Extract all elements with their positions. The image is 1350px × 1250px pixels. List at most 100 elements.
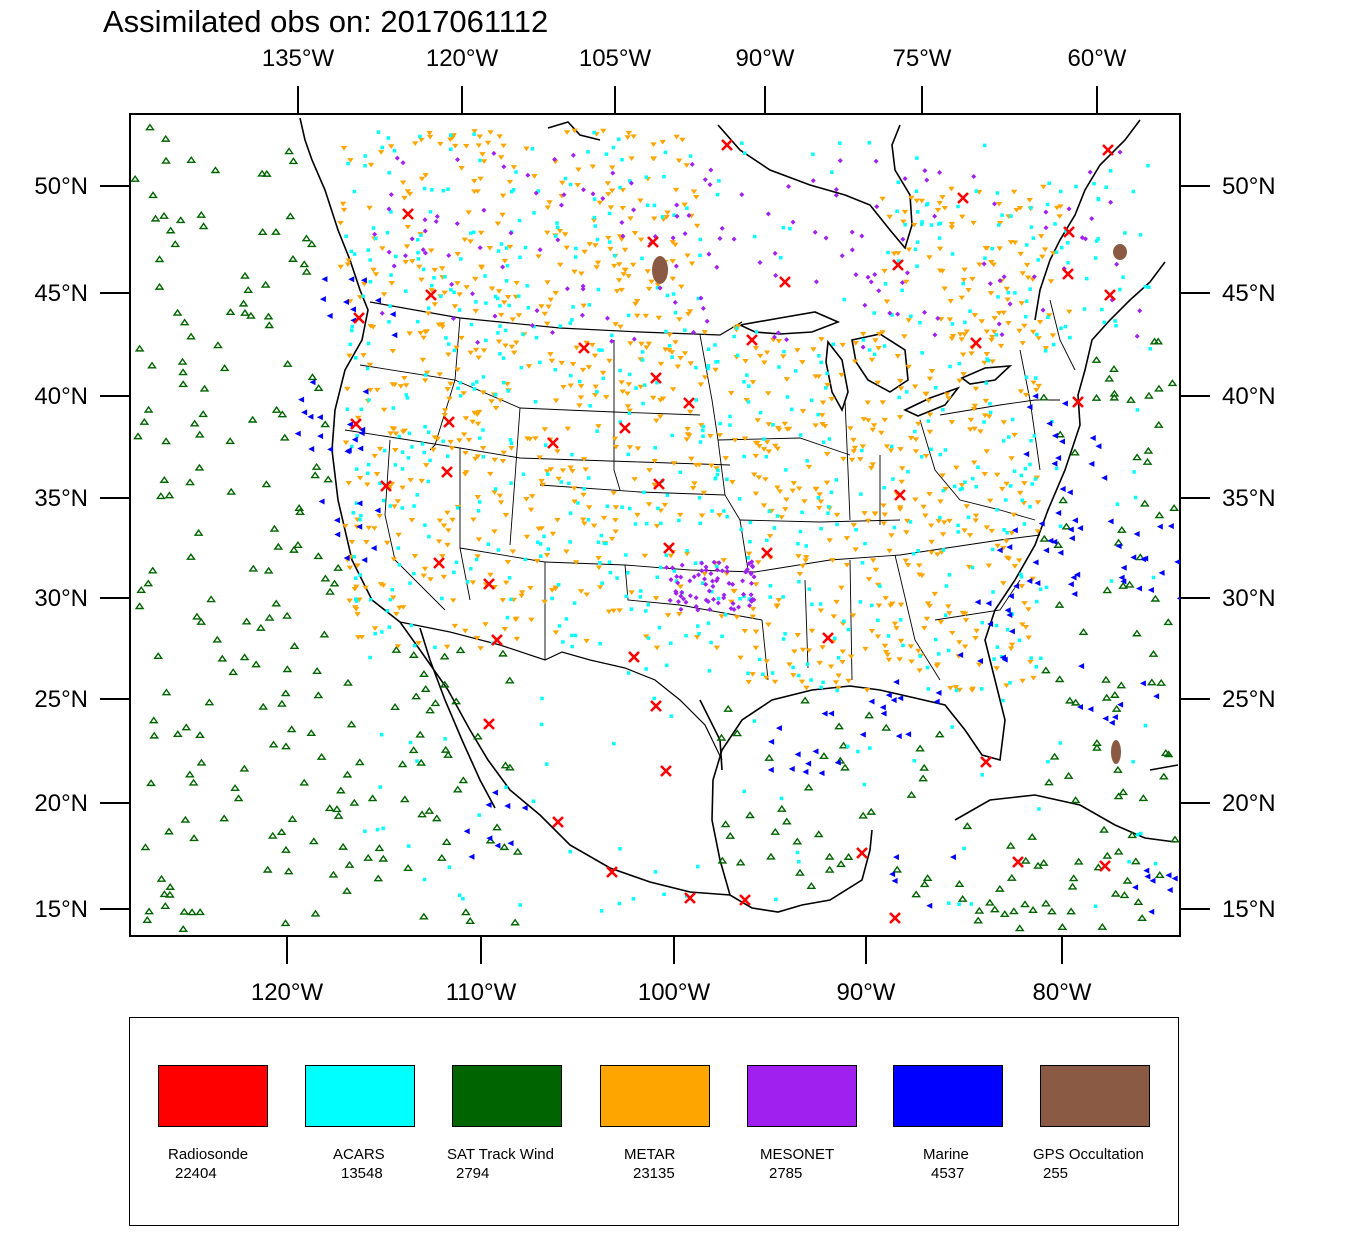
- metar-marker: [780, 354, 787, 359]
- left-lat-label: 25°N: [34, 686, 88, 713]
- metar-marker: [408, 517, 416, 523]
- sat-track-wind-marker: [906, 790, 917, 798]
- radiosonde-marker: [578, 342, 590, 354]
- acars-marker: [400, 450, 405, 454]
- sat-track-wind-marker: [510, 918, 520, 926]
- acars-marker: [1047, 181, 1051, 186]
- metar-marker: [683, 163, 690, 168]
- mesonet-marker: [740, 578, 746, 584]
- marine-marker: [805, 760, 812, 767]
- mesonet-marker: [590, 191, 596, 197]
- acars-marker: [1147, 285, 1151, 289]
- acars-marker: [432, 276, 436, 280]
- metar-marker: [645, 286, 653, 292]
- metar-marker: [763, 659, 770, 664]
- acars-marker: [655, 575, 660, 580]
- acars-marker: [449, 147, 453, 152]
- sat-track-wind-marker: [1153, 420, 1164, 428]
- metar-marker: [346, 353, 353, 359]
- acars-marker: [698, 521, 703, 526]
- marine-marker: [1102, 715, 1109, 722]
- acars-marker: [530, 147, 535, 151]
- sat-track-wind-marker: [189, 834, 199, 842]
- marine-marker: [1158, 569, 1165, 576]
- legend-swatch-sat-track-wind: [452, 1065, 562, 1127]
- marine-marker: [879, 704, 886, 711]
- mesonet-marker: [708, 571, 714, 577]
- acars-marker: [966, 515, 971, 520]
- sat-track-wind-marker: [1163, 750, 1174, 758]
- acars-marker: [595, 390, 599, 394]
- sat-track-wind-marker: [320, 420, 331, 428]
- acars-marker: [892, 525, 897, 530]
- acars-marker: [781, 637, 786, 641]
- metar-marker: [662, 347, 669, 352]
- mesonet-marker: [534, 308, 540, 314]
- mesonet-marker: [699, 568, 705, 574]
- acars-marker: [484, 338, 488, 343]
- sat-track-wind-marker: [233, 794, 244, 802]
- metar-marker: [612, 529, 619, 535]
- metar-marker: [441, 408, 449, 413]
- marine-marker: [1026, 404, 1033, 411]
- mesonet-marker: [719, 568, 725, 574]
- sat-track-wind-marker: [288, 157, 299, 165]
- sat-track-wind-marker: [130, 174, 140, 182]
- acars-marker: [746, 556, 751, 560]
- metar-marker: [948, 186, 955, 192]
- metar-marker: [986, 498, 994, 504]
- mesonet-marker: [555, 237, 561, 243]
- acars-marker: [381, 498, 386, 503]
- mesonet-marker: [721, 592, 727, 598]
- acars-marker: [556, 582, 561, 587]
- metar-marker: [411, 141, 419, 146]
- acars-marker: [916, 210, 920, 214]
- mesonet-marker: [687, 593, 693, 599]
- metar-marker: [728, 599, 735, 605]
- metar-marker: [926, 492, 933, 497]
- metar-marker: [367, 387, 374, 393]
- acars-marker: [596, 540, 601, 545]
- acars-marker: [638, 595, 643, 599]
- metar-marker: [513, 280, 520, 286]
- marine-marker: [1115, 543, 1122, 550]
- marine-marker: [1059, 438, 1066, 445]
- acars-marker: [1008, 484, 1013, 488]
- metar-marker: [573, 345, 580, 351]
- metar-marker: [554, 449, 561, 454]
- sat-track-wind-marker: [436, 853, 447, 861]
- acars-marker: [947, 648, 951, 653]
- sat-track-wind-marker: [284, 147, 294, 155]
- metar-marker: [971, 403, 979, 409]
- acars-marker: [1001, 698, 1005, 703]
- acars-marker: [995, 191, 1000, 195]
- sat-track-wind-marker: [1097, 922, 1108, 930]
- acars-marker: [509, 481, 513, 485]
- metar-marker: [995, 311, 1003, 316]
- acars-marker: [784, 468, 788, 472]
- metar-marker: [907, 435, 915, 441]
- metar-marker: [852, 547, 859, 552]
- sat-track-wind-marker: [143, 405, 154, 413]
- mesonet-marker: [570, 152, 576, 158]
- metar-marker: [995, 201, 1003, 207]
- right-lat-label: 40°N: [1222, 383, 1276, 410]
- acars-marker: [754, 330, 759, 334]
- metar-marker: [613, 289, 621, 294]
- metar-marker: [472, 309, 479, 314]
- metar-marker: [1025, 635, 1032, 641]
- sat-track-wind-marker: [499, 843, 510, 851]
- radiosonde-marker: [889, 912, 901, 924]
- metar-marker: [818, 337, 825, 342]
- sat-track-wind-marker: [915, 744, 925, 752]
- marine-marker: [794, 751, 801, 758]
- marine-marker: [1132, 884, 1139, 891]
- acars-marker: [517, 218, 522, 223]
- metar-marker: [821, 424, 829, 429]
- sat-track-wind-marker: [843, 852, 854, 860]
- metar-marker: [751, 472, 758, 478]
- metar-marker: [501, 258, 509, 264]
- acars-marker: [937, 222, 941, 226]
- acars-marker: [913, 429, 917, 434]
- mesonet-marker: [491, 150, 497, 156]
